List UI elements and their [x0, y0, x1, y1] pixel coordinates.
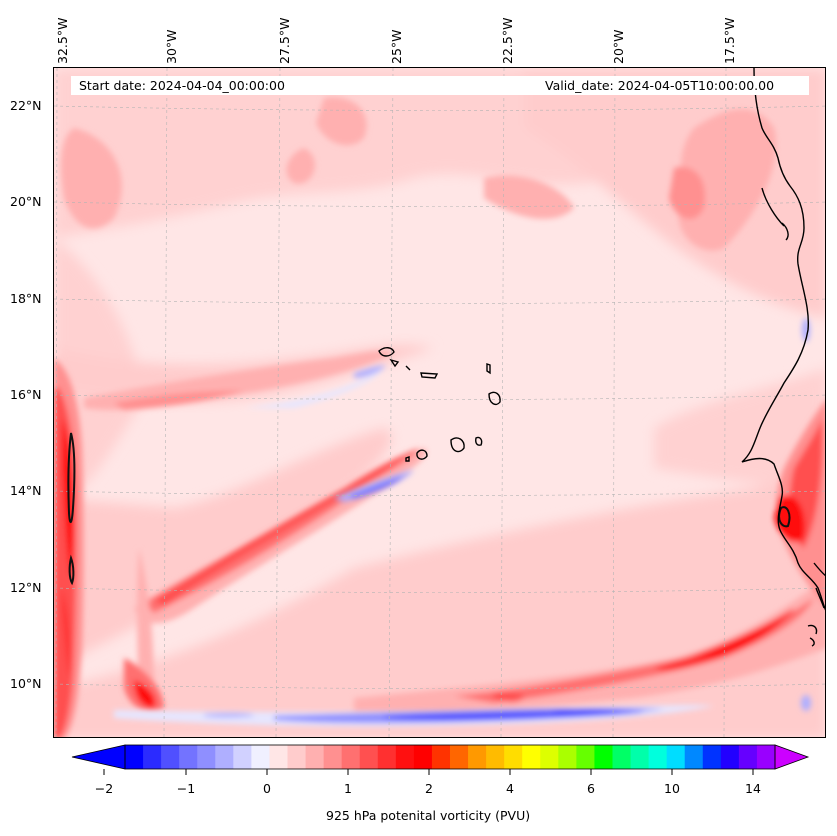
lat-label-14n: 14°N	[10, 483, 42, 498]
lon-label-30w: 30°W	[164, 29, 179, 64]
colorbar-cell	[576, 745, 595, 769]
colorbar-cell	[179, 745, 198, 769]
colorbar-cell	[522, 745, 541, 769]
colorbar-cell	[305, 745, 325, 769]
colorbar-cell	[666, 745, 686, 769]
cape-verde-islands	[378, 347, 501, 462]
start-date-label: Start date: 2024-04-04_00:00:00	[79, 78, 285, 93]
colorbar-cell	[377, 745, 397, 769]
colorbar-cell	[413, 745, 433, 769]
colorbar-cell	[630, 745, 650, 769]
colorbar-tick-label: −2	[94, 781, 114, 796]
colorbar-cell	[486, 745, 505, 769]
lon-label-25w: 25°W	[389, 29, 404, 64]
lat-label-10n: 10°N	[10, 676, 42, 691]
colorbar-cell	[215, 745, 234, 769]
colorbar-under-arrow	[71, 744, 126, 770]
african-coastline	[741, 68, 825, 647]
lat-label-16n: 16°N	[10, 387, 42, 402]
colorbar-cell	[197, 745, 216, 769]
colorbar-cell	[648, 745, 668, 769]
colorbar-tick-label: 6	[587, 781, 595, 796]
lat-label-12n: 12°N	[10, 580, 42, 595]
colorbar-tick-marks	[103, 769, 754, 775]
colorbar-cell	[738, 745, 758, 769]
lon-label-32-5w: 32.5°W	[55, 17, 70, 64]
lon-label-20w: 20°W	[611, 29, 626, 64]
colorbar-cell	[702, 745, 722, 769]
colorbar-cells	[125, 745, 776, 769]
pv-negative-contours	[114, 318, 811, 727]
pv-field-svg	[54, 68, 825, 737]
lat-label-18n: 18°N	[10, 291, 42, 306]
colorbar-outline	[124, 744, 776, 770]
colorbar-cell	[395, 745, 415, 769]
colorbar-cell	[161, 745, 180, 769]
colorbar-label: 925 hPa potenital vorticity (PVU)	[326, 808, 531, 823]
colorbar-over-arrow	[774, 744, 810, 770]
colorbar-cell	[684, 745, 704, 769]
lon-label-17-5w: 17.5°W	[722, 17, 737, 64]
valid-date-label: Valid_date: 2024-04-05T10:00:00.00	[545, 78, 775, 93]
colorbar-tick-label: 2	[425, 781, 433, 796]
colorbar-cell	[233, 745, 252, 769]
colorbar-cell	[558, 745, 577, 769]
colorbar-tick-label: 0	[263, 781, 271, 796]
colorbar-cell	[720, 745, 740, 769]
colorbar-cell	[323, 745, 343, 769]
colorbar-cell	[341, 745, 361, 769]
colorbar-tick-label: −1	[176, 781, 196, 796]
colorbar-cell	[756, 745, 776, 769]
colorbar-tick-label: 10	[664, 781, 680, 796]
colorbar-tick-label: 4	[506, 781, 514, 796]
info-bar	[71, 76, 809, 95]
colorbar-cell	[125, 745, 144, 769]
colorbar-tick-label: 1	[344, 781, 352, 796]
lat-label-22n: 22°N	[10, 98, 42, 113]
graticule	[54, 68, 825, 737]
colorbar-cell	[540, 745, 559, 769]
lat-label-20n: 20°N	[10, 194, 42, 209]
lon-label-27-5w: 27.5°W	[277, 17, 292, 64]
colorbar-cell	[251, 745, 270, 769]
colorbar-cell	[594, 745, 613, 769]
pv-contour-lines	[67, 432, 791, 586]
colorbar-cell	[468, 745, 487, 769]
colorbar-cell	[143, 745, 162, 769]
colorbar	[71, 744, 810, 775]
colorbar-tick-label: 14	[745, 781, 761, 796]
colorbar-cell	[504, 745, 523, 769]
colorbar-cell	[431, 745, 451, 769]
colorbar-cell	[359, 745, 379, 769]
pv-map	[53, 67, 826, 738]
colorbar-cell	[612, 745, 632, 769]
colorbar-cell	[269, 745, 288, 769]
colorbar-cell	[287, 745, 307, 769]
colorbar-cell	[450, 745, 469, 769]
lon-label-22-5w: 22.5°W	[500, 17, 515, 64]
